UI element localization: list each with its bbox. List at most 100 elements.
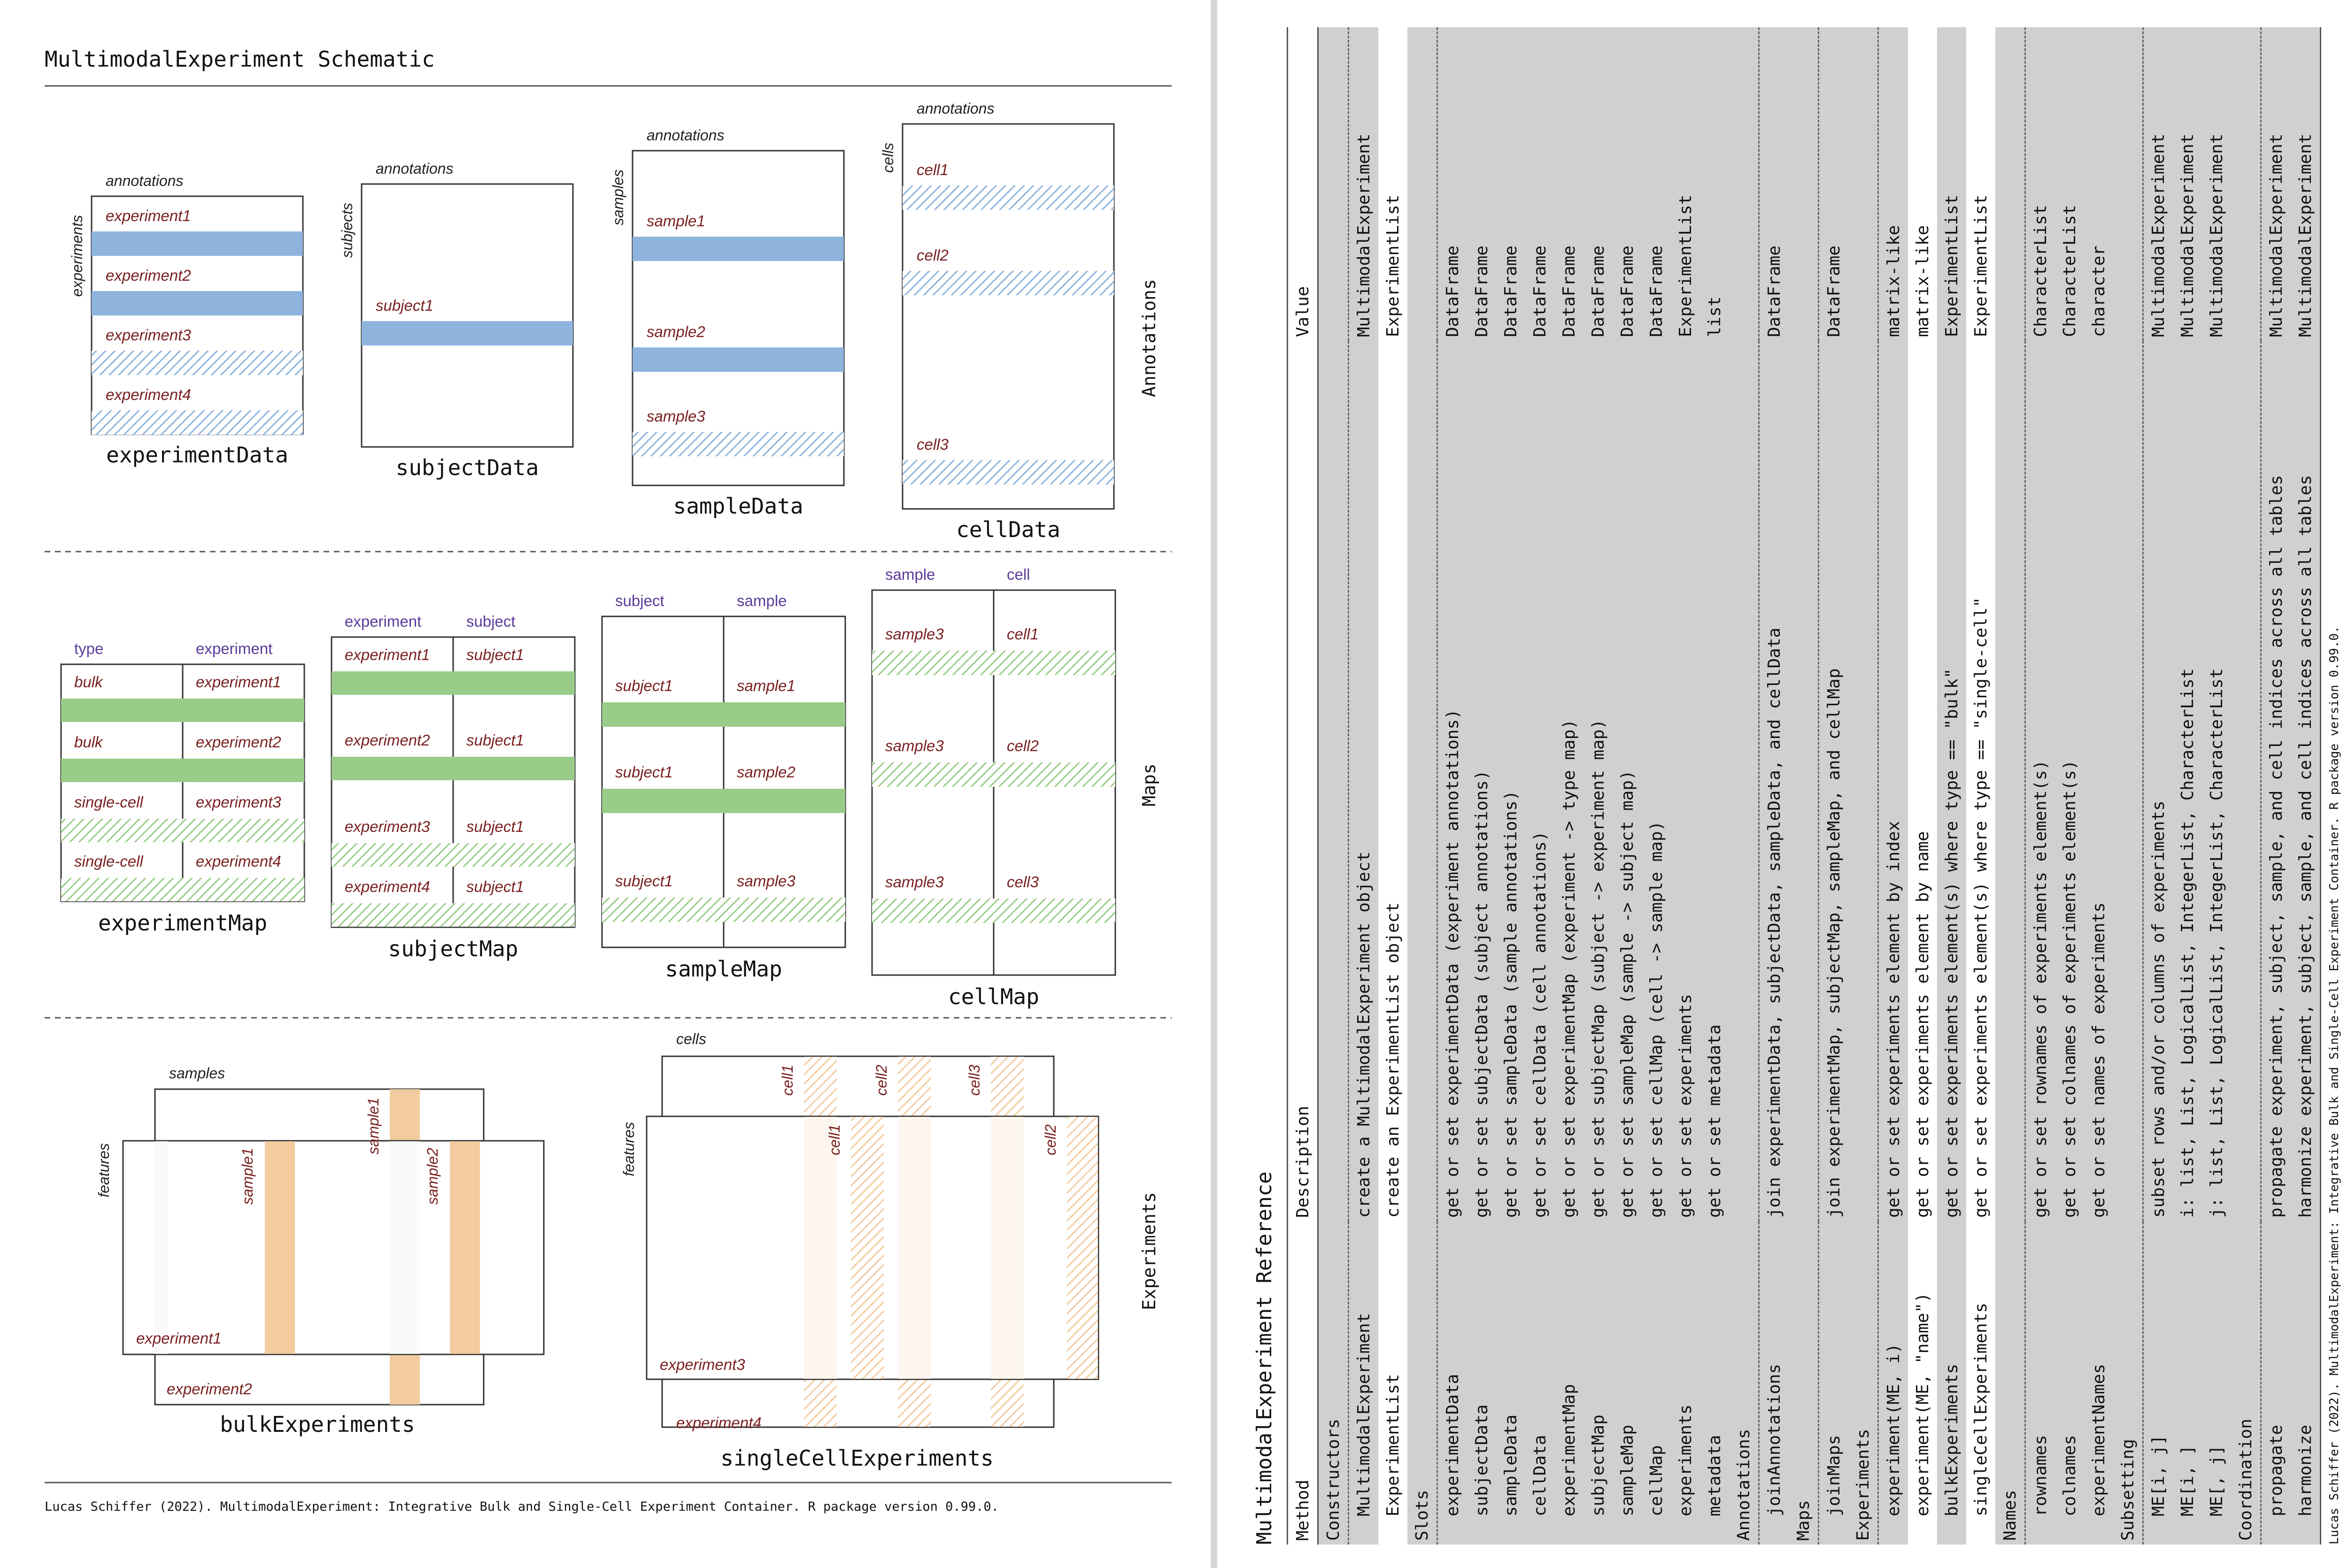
subjectData-box — [361, 183, 574, 448]
cellMap-cell-left: sample3 — [885, 873, 944, 891]
reference-value-cell: ExperimentList — [1971, 194, 1991, 337]
reference-method-cell: experimentMap — [1559, 1384, 1579, 1516]
reference-value-cell: DataFrame — [1443, 245, 1462, 337]
reference-method-cell: MultimodalExperiment — [1348, 1222, 1378, 1545]
cellData-row-band — [903, 271, 1114, 295]
sampleMap-cell-right: sample2 — [737, 763, 796, 781]
reference-row: cellMap get or set cellMap (cell -> sampl… — [1642, 27, 1671, 1545]
reference-description-cell: get or set subjectMap (subject -> experi… — [1583, 341, 1613, 1222]
bulk-column-band — [450, 1141, 480, 1354]
experimentData-name: experimentData — [106, 442, 288, 468]
sampleData-row-label: sample1 — [647, 212, 705, 230]
experimentData-row-label: experiment3 — [106, 326, 191, 344]
header-description: Description — [1287, 341, 1318, 1222]
reference-description-cell: get or set subjectData (subject annotati… — [1467, 341, 1496, 1222]
reference-row: metadata get or set metadata list — [1700, 27, 1729, 1545]
reference-table-rotated: MultimodalExperiment Reference Method De… — [1249, 27, 2348, 1545]
subjectMap-row-band — [332, 757, 575, 780]
reference-description-cell: get or set experiments — [1676, 994, 1695, 1218]
reference-row: propagate propagate experiment, subject, … — [2261, 27, 2291, 1545]
sampleData-row-band — [633, 432, 844, 456]
reference-row: joinAnnotations join experimentData, subj… — [1759, 27, 1789, 1545]
reference-group-label: Slots — [1407, 27, 1437, 1545]
reference-group-row: Maps — [1789, 27, 1819, 1545]
sampleData-side-label: samples — [610, 169, 626, 225]
sampleData-top-label: annotations — [647, 127, 724, 144]
experimentData-row-band — [92, 231, 303, 256]
reference-header-row: Method Description Value — [1287, 27, 1318, 1545]
reference-row: experiment(ME, i) get or set experiments … — [1878, 27, 1908, 1545]
reference-method-cell: colnames — [2055, 1222, 2084, 1545]
subjectMap-header-left: experiment — [345, 613, 421, 630]
experimentMap-name: experimentMap — [98, 910, 267, 936]
bulk-name: bulkExperiments — [220, 1412, 415, 1437]
reference-method-cell: experimentNames — [2089, 1363, 2109, 1516]
sampleData-row-label: sample3 — [647, 407, 705, 425]
sampleMap-cell-left: subject1 — [615, 872, 673, 890]
reference-value-cell: DataFrame — [1583, 27, 1613, 341]
reference-method-cell: subjectData — [1467, 1222, 1496, 1545]
subjectMap-row-band — [332, 843, 575, 867]
experimentMap-cell-left: single-cell — [74, 853, 144, 870]
bulk-column-ghost — [155, 1141, 168, 1354]
cellData-row-band — [903, 460, 1114, 484]
schematic-canvas: MultimodalExperiment Schematic Lucas Schi… — [45, 46, 1172, 1514]
reference-row: rownames get or set rownames of experimen… — [2025, 27, 2055, 1545]
subjectMap-cell-left: experiment2 — [345, 731, 430, 749]
header-value: Value — [1287, 27, 1318, 341]
singlecell-column-label: cell1 — [826, 1124, 843, 1155]
cellData-row-label: cell1 — [917, 161, 949, 178]
schematic-citation: Lucas Schiffer (2022). MultimodalExperim… — [45, 1499, 999, 1514]
schematic-title: MultimodalExperiment Schematic — [45, 46, 435, 72]
bulk-front-box — [122, 1140, 545, 1355]
singlecell-column-label: cell2 — [1042, 1124, 1059, 1155]
reference-value-cell: DataFrame — [1467, 27, 1496, 341]
reference-row: ME[, j] j: list, List, LogicalList, Integ… — [2202, 27, 2231, 1545]
reference-method-cell: sampleMap — [1617, 1424, 1637, 1516]
experimentMap-cell-left: bulk — [74, 733, 103, 751]
reference-row: experiments get or set experiments Experim… — [1671, 27, 1700, 1545]
reference-method-cell: sampleData — [1501, 1414, 1521, 1516]
sampleData-box — [632, 150, 845, 486]
reference-row: experimentMap get or set experimentMap (e… — [1554, 27, 1583, 1545]
reference-description-cell: get or set experiments element by name — [1913, 831, 1932, 1218]
reference-description-cell: get or set experimentData (experiment an… — [1443, 709, 1462, 1218]
singlecell-column-band — [851, 1117, 884, 1379]
singlecell-side-label: features — [620, 1122, 637, 1176]
reference-row: sampleMap get or set sampleMap (sample ->… — [1613, 27, 1642, 1545]
subjectMap-cell-left: experiment3 — [345, 818, 430, 835]
cellData-row-band — [903, 185, 1114, 210]
reference-group-row: Names — [1995, 27, 2025, 1545]
section-label-experiments: Experiments — [1139, 1192, 1159, 1310]
experimentData-row-label: experiment2 — [106, 267, 191, 284]
reference-method-cell: rownames — [2031, 1435, 2050, 1516]
cellData-top-label: annotations — [917, 100, 994, 117]
cellMap-name: cellMap — [948, 984, 1039, 1009]
bulk-column-label: sample2 — [424, 1148, 441, 1205]
reference-value-cell: MultimodalExperiment — [2266, 133, 2286, 337]
reference-value-cell: CharacterList — [2055, 27, 2084, 341]
reference-group-label: Names — [1995, 27, 2025, 1545]
reference-value-cell: matrix-like — [1913, 225, 1932, 337]
experimentMap-cell-right: experiment1 — [196, 673, 281, 691]
reference-row: bulkExperiments get or set experiments el… — [1937, 27, 1966, 1545]
experimentData-side-label: experiments — [69, 215, 85, 297]
reference-method-cell: experiment(ME, "name") — [1913, 1292, 1932, 1516]
reference-group-label: Constructors — [1318, 27, 1349, 1545]
cellMap-cell-right: cell1 — [1007, 625, 1039, 643]
reference-row: ME[i, j] subset rows and/or columns of ex… — [2143, 27, 2173, 1545]
reference-method-cell: experiments — [1676, 1404, 1695, 1516]
reference-value-cell: MultimodalExperiment — [2291, 27, 2321, 341]
reference-row: colnames get or set colnames of experimen… — [2055, 27, 2084, 1545]
reference-value-cell: CharacterList — [2031, 205, 2050, 337]
bulk-experiment-label: experiment1 — [136, 1330, 222, 1347]
reference-method-cell: joinAnnotations — [1759, 1222, 1789, 1545]
reference-group-row: Constructors — [1318, 27, 1349, 1545]
reference-row: ExperimentList create an ExperimentList o… — [1378, 27, 1407, 1545]
reference-description-cell: get or set experiments element by index — [1878, 341, 1908, 1222]
reference-value-cell: MultimodalExperiment — [2148, 133, 2168, 337]
header-method: Method — [1287, 1222, 1318, 1545]
subjectMap-cell-right: subject1 — [466, 731, 524, 749]
cellMap-row-band — [872, 899, 1115, 923]
experimentMap-cell-right: experiment4 — [196, 853, 281, 870]
